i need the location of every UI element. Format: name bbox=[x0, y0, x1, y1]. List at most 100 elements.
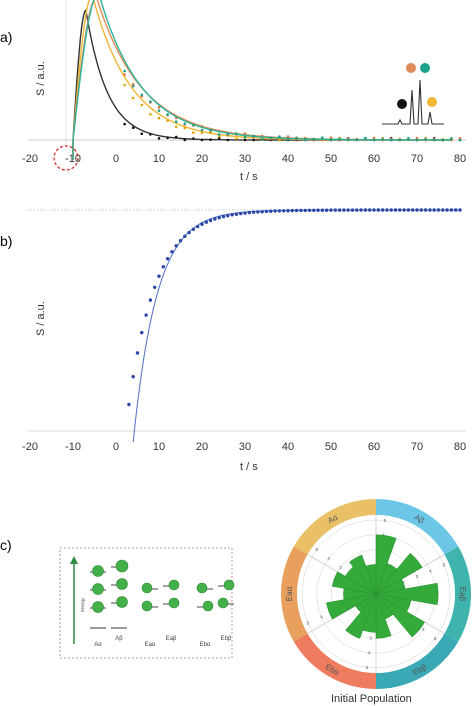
polar-ring-number: 4 bbox=[320, 615, 323, 620]
chart-a-data-point bbox=[149, 100, 152, 103]
polar-sector-label: Eaα bbox=[285, 586, 294, 601]
polar-ring-number: 5 bbox=[366, 665, 369, 670]
polar-ring-sector bbox=[376, 499, 459, 555]
chart-a-tick-label: 0 bbox=[113, 153, 119, 165]
chart-a-ylabel: S / a.u. bbox=[35, 61, 47, 96]
chart-b-data-point bbox=[329, 208, 333, 212]
chart-a-data-point bbox=[140, 103, 144, 107]
chart-b-data-point bbox=[376, 208, 380, 212]
level-label: Ebβ bbox=[221, 636, 232, 642]
polar-ring-sector bbox=[444, 546, 471, 642]
chart-b-data-point bbox=[320, 208, 325, 212]
chart-b-data-point bbox=[234, 212, 239, 216]
spin-population-ball bbox=[92, 601, 104, 613]
chart-a-data-point bbox=[458, 138, 462, 142]
polar-sector-label: Aβ bbox=[413, 513, 426, 526]
level-label: Ebα bbox=[200, 642, 211, 648]
chart-b-data-point bbox=[286, 209, 290, 213]
polar-ring-number: 4 bbox=[429, 568, 432, 573]
chart-a-data-point bbox=[450, 137, 453, 140]
polar-ring-number: 4 bbox=[327, 556, 330, 561]
chart-b-data-point bbox=[153, 285, 157, 289]
chart-a-xlabel: t / s bbox=[240, 171, 258, 183]
chart-a-data-point bbox=[372, 138, 376, 142]
chart-a-data-point bbox=[123, 73, 126, 76]
chart-a-data-point bbox=[200, 138, 204, 142]
chart-a-tick-label: 50 bbox=[325, 153, 337, 165]
spin-population-ball bbox=[141, 582, 153, 594]
polar-bar bbox=[349, 554, 377, 595]
chart-b-data-point bbox=[165, 257, 170, 261]
chart-b-data-point bbox=[398, 208, 402, 212]
chart-b-data-point bbox=[217, 216, 221, 220]
polar-ring-number: 5 bbox=[434, 636, 437, 641]
polar-ring-number: 3 bbox=[339, 565, 342, 570]
chart-b-data-point bbox=[337, 208, 342, 212]
chart-b-data-point bbox=[200, 222, 204, 226]
chart-a-data-point bbox=[157, 137, 161, 140]
chart-b-data-point bbox=[406, 208, 411, 212]
chart-a-data-point bbox=[329, 138, 333, 142]
inset-spectrum bbox=[382, 63, 444, 125]
chart-b-data-point bbox=[299, 208, 303, 213]
spin-population-ball bbox=[196, 582, 208, 594]
chart-a-data-point bbox=[432, 138, 436, 142]
chart-a-data-point bbox=[192, 131, 195, 134]
spin-population-ball bbox=[223, 579, 235, 591]
chart-b-data-point bbox=[454, 208, 458, 212]
polar-bar bbox=[375, 534, 397, 595]
chart-b-data-point bbox=[144, 313, 148, 317]
diagram-frame bbox=[59, 547, 233, 659]
chart-a-data-point bbox=[338, 137, 341, 141]
panel-label-c: c) bbox=[0, 537, 12, 553]
chart-a-data-point bbox=[174, 125, 178, 129]
chart-b-data-point bbox=[243, 211, 247, 215]
chart-a-data-point bbox=[346, 138, 350, 142]
chart-b-data-point bbox=[449, 208, 454, 212]
highlight-circle bbox=[53, 145, 79, 171]
chart-b-data-point bbox=[393, 208, 398, 212]
chart-a-data-point bbox=[415, 136, 419, 140]
chart-a-data-point bbox=[157, 116, 161, 120]
chart-a-data-point bbox=[243, 132, 247, 135]
chart-a-data-point bbox=[441, 138, 445, 142]
chart-a-data-point bbox=[278, 135, 281, 138]
chart-a-data-point bbox=[166, 136, 169, 140]
chart-a-data-point bbox=[192, 137, 195, 140]
chart-b-data-point bbox=[415, 208, 419, 212]
level-label: Aα bbox=[94, 642, 102, 648]
chart-b-data-point bbox=[157, 274, 161, 278]
chart-a-data-point bbox=[166, 119, 169, 123]
chart-b-data-point bbox=[342, 208, 346, 212]
polar-bar bbox=[331, 571, 377, 595]
chart-a-data-point bbox=[260, 137, 264, 141]
chart-b-data-point bbox=[303, 208, 307, 213]
chart-a-tick-label: -20 bbox=[22, 153, 38, 165]
chart-b-data-point bbox=[458, 208, 462, 212]
chart-b-data-point bbox=[363, 208, 368, 212]
chart-a-data-point bbox=[209, 129, 212, 132]
chart-b-data-point bbox=[247, 210, 251, 215]
polar-ring-number: 3 bbox=[416, 574, 419, 579]
chart-a-data-point bbox=[389, 138, 393, 142]
chart-b-tick-label: 60 bbox=[368, 441, 380, 453]
chart-b-data-point bbox=[368, 208, 372, 212]
chart-a-data-point bbox=[174, 120, 178, 123]
chart-b-data-point bbox=[307, 208, 312, 212]
panel-label-b: b) bbox=[0, 233, 12, 249]
chart-b-ylabel: S / a.u. bbox=[35, 301, 47, 336]
chart-a-data-point bbox=[278, 138, 281, 142]
chart-a-data-point bbox=[131, 83, 135, 86]
spin-population-ball bbox=[116, 578, 128, 590]
chart-b-data-point bbox=[436, 208, 441, 212]
chart-a-data-point bbox=[226, 132, 230, 136]
chart-b-tick-label: 20 bbox=[196, 441, 208, 453]
chart-b-data-point bbox=[161, 265, 165, 269]
chart-a-data-point bbox=[295, 136, 298, 140]
polar-ring-number: 3 bbox=[369, 636, 372, 641]
chart-a-data-point bbox=[174, 135, 178, 139]
chart-b-data-point bbox=[428, 208, 432, 212]
chart-b-data-point bbox=[423, 208, 428, 212]
chart-a-data-point bbox=[140, 93, 144, 97]
spin-population-ball bbox=[217, 597, 229, 609]
